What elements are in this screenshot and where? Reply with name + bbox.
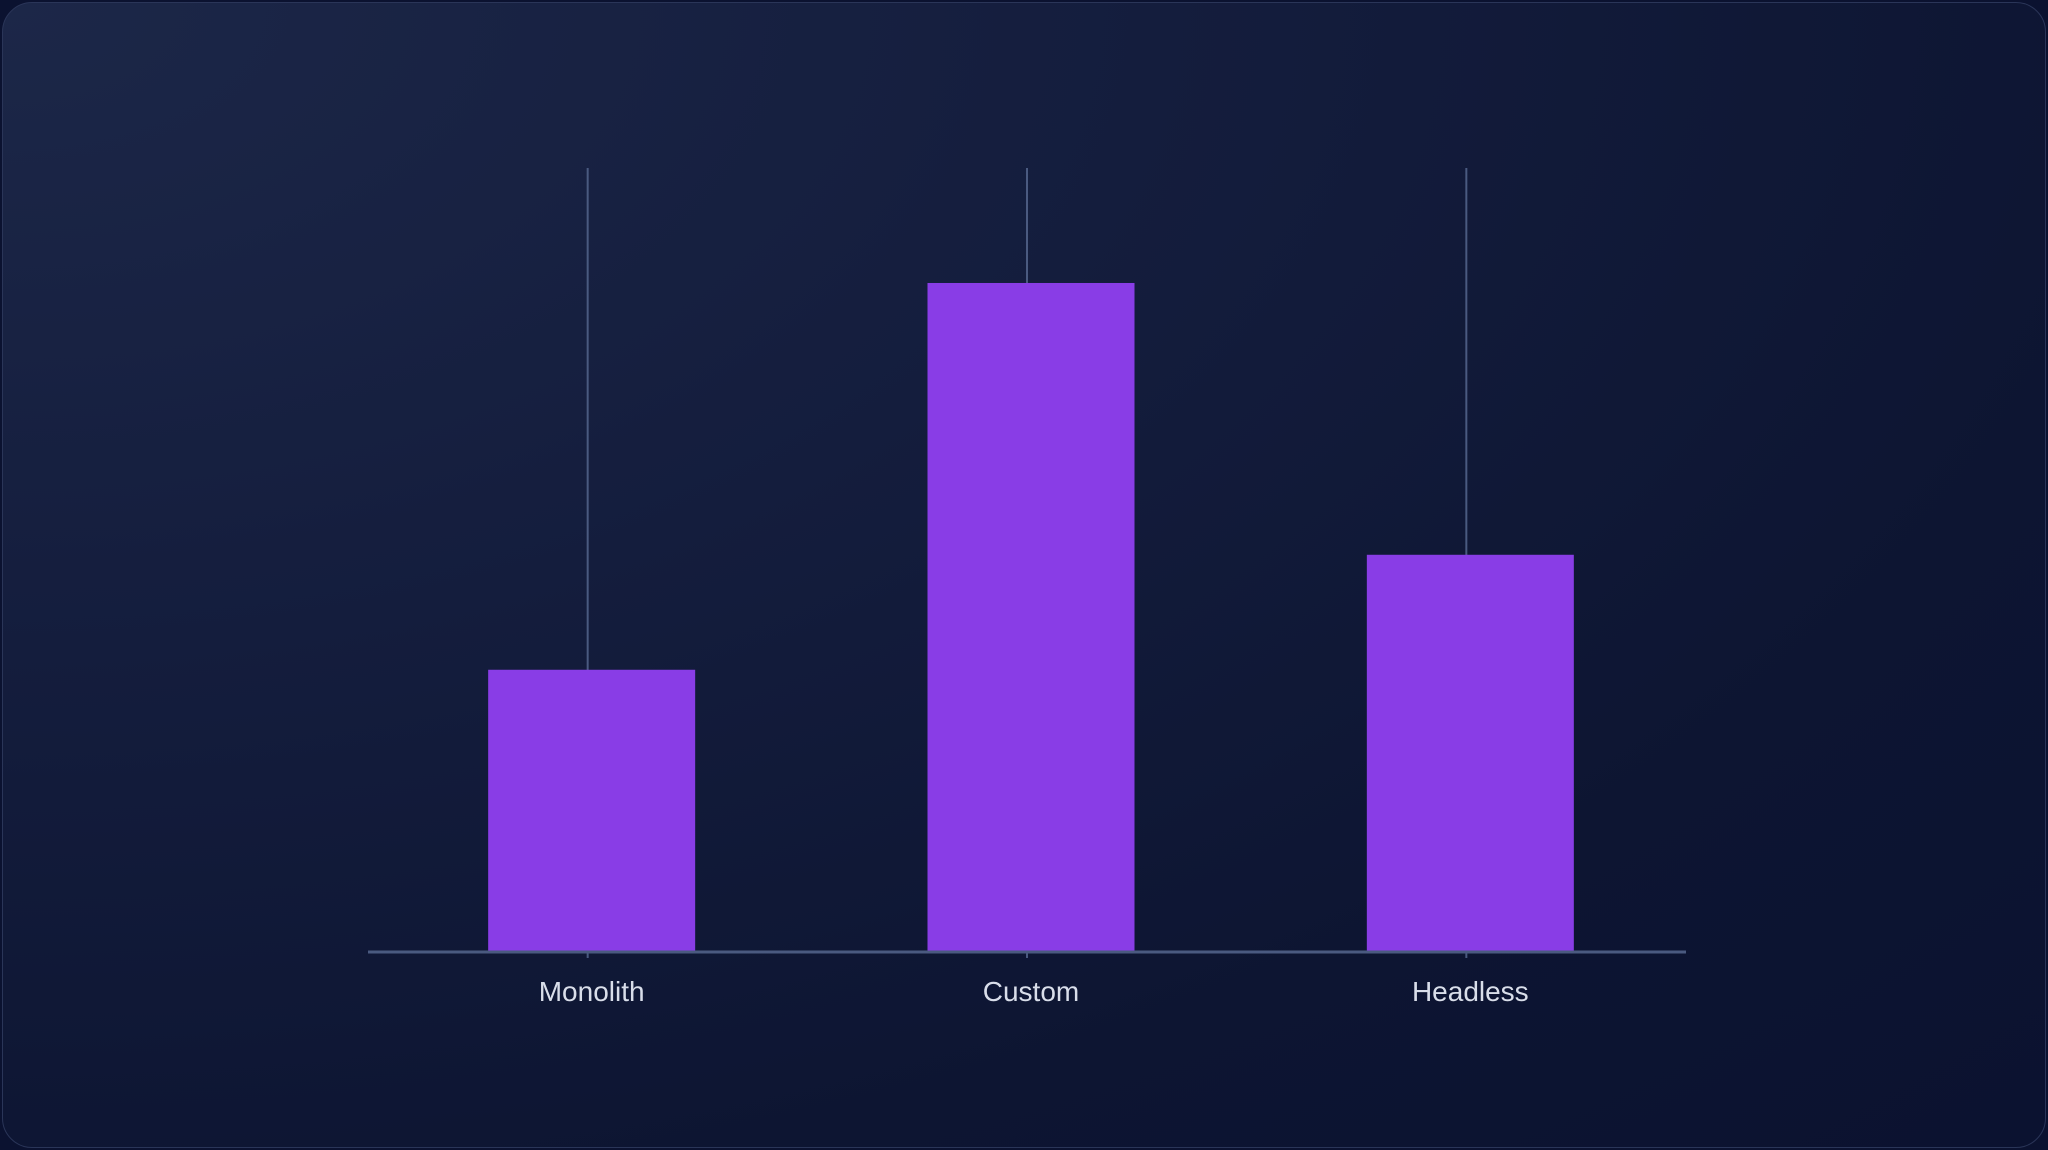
- x-tick-label-custom: Custom: [983, 976, 1079, 1007]
- x-tick-label-monolith: Monolith: [539, 976, 645, 1007]
- bar-headless: [1366, 554, 1574, 952]
- bars: [488, 282, 1574, 952]
- x-axis-labels: Monolith Custom Headless: [539, 976, 1529, 1007]
- x-tick-label-headless: Headless: [1412, 976, 1529, 1007]
- x-axis-ticks: [586, 952, 1468, 958]
- bar-chart: Monolith Custom Headless: [368, 168, 1686, 1007]
- bar-monolith: [488, 669, 696, 952]
- bar-custom: [927, 282, 1135, 952]
